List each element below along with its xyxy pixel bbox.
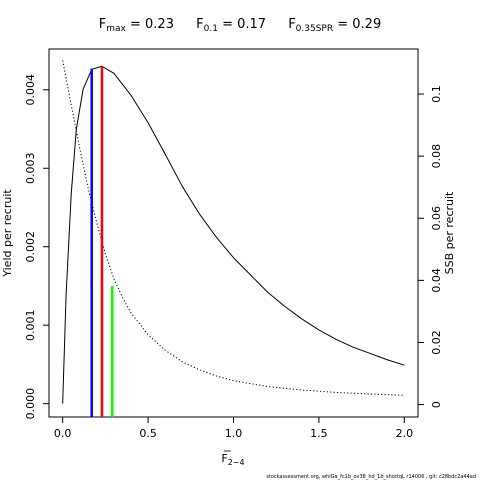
y-left-tick-label: 0.001 — [24, 309, 37, 341]
x-tick-label: 2.0 — [396, 427, 414, 440]
x-tick-label: 1.5 — [310, 427, 328, 440]
title-fmax-base: F — [99, 17, 106, 32]
y-left-tick-label: 0.002 — [24, 231, 37, 262]
x-tick-label: 0.0 — [54, 427, 72, 440]
x-axis-title-base: F — [221, 452, 227, 465]
y-axis-right: 0 0.02 0.04 0.06 0.08 0.1 — [418, 85, 443, 408]
plot-frame — [48, 48, 419, 418]
y-axis-right-title: SSB per recruit — [443, 191, 456, 274]
title-fspr-base: F — [288, 17, 295, 32]
title-fspr-value: = 0.29 — [333, 17, 381, 32]
y-right-tick-label: 0.02 — [430, 330, 443, 355]
series-layer — [62, 60, 405, 404]
x-axis: 0.0 0.5 1.0 1.5 2.0 — [54, 417, 413, 440]
y-axis-left: 0.000 0.001 0.002 0.003 0.004 — [24, 74, 49, 419]
y-right-tick-label: 0 — [430, 401, 443, 408]
title-fmax-sub: max — [106, 24, 126, 34]
title-f01-sub: 0.1 — [204, 24, 218, 34]
yield-per-recruit-line — [62, 65, 405, 404]
y-right-tick-label: 0.08 — [430, 144, 443, 169]
y-right-tick-label: 0.1 — [430, 85, 443, 103]
x-axis-title-sub: 2−4 — [228, 458, 245, 467]
x-axis-title: F2−4 — [221, 452, 244, 467]
x-tick-label: 1.0 — [225, 427, 243, 440]
footer-text: stockassessment.org, whiGa_fc1b_ov38_hd_… — [266, 474, 476, 480]
y-left-tick-label: 0.004 — [24, 74, 37, 106]
title-f01-value: = 0.17 — [218, 17, 266, 32]
title-fmax-value: = 0.23 — [126, 17, 174, 32]
x-tick-label: 0.5 — [139, 427, 157, 440]
reference-lines — [90, 66, 114, 417]
y-left-tick-label: 0.003 — [24, 153, 37, 185]
y-right-tick-label: 0.04 — [430, 268, 443, 293]
y-axis-left-title: Yield per recruit — [1, 189, 14, 278]
y-left-tick-label: 0.000 — [24, 388, 37, 420]
y-right-tick-label: 0.06 — [430, 206, 443, 231]
ssb-per-recruit-line — [62, 60, 405, 396]
chart-title: Fmax = 0.23 F0.1 = 0.17 F0.35SPR = 0.29 — [99, 17, 381, 34]
title-fspr-sub: 0.35SPR — [296, 24, 333, 34]
title-f01-base: F — [196, 17, 203, 32]
